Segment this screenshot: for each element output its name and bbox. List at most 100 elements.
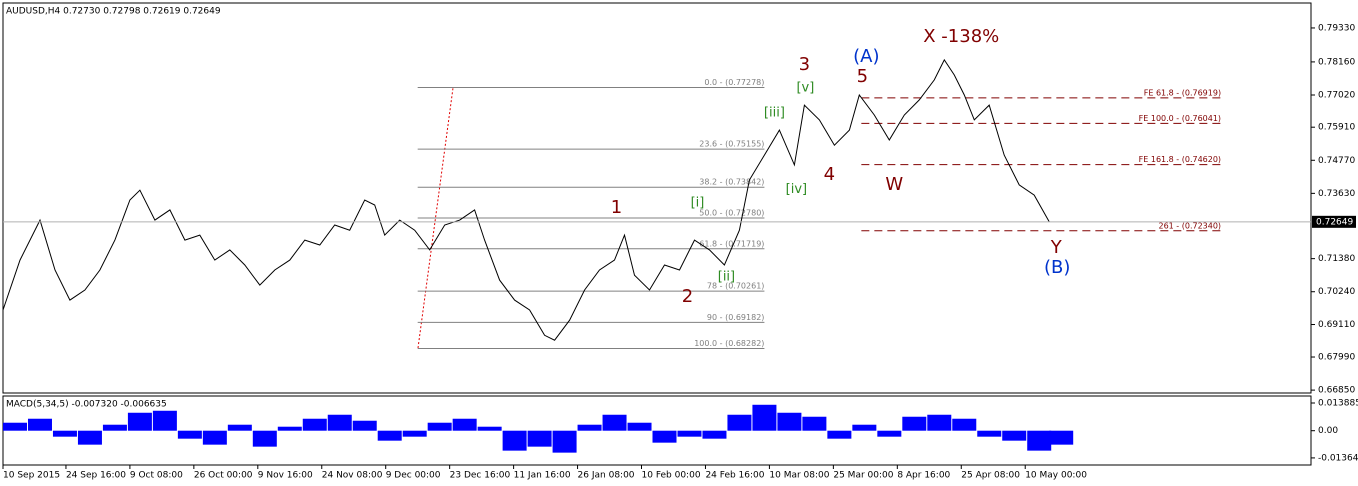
y-tick-label: 0.00 xyxy=(1318,426,1338,436)
fib-level-label: 23.6 - (0.75155) xyxy=(699,140,764,149)
macd-bar xyxy=(877,430,902,437)
x-tick-label: 8 Apr 16:00 xyxy=(897,471,950,481)
macd-bar xyxy=(52,430,77,437)
macd-bar xyxy=(677,430,702,437)
y-tick-label: 0.66850 xyxy=(1318,386,1355,396)
wave-label: (B) xyxy=(1044,257,1070,278)
macd-bar xyxy=(577,424,602,431)
wave-label: Y xyxy=(1050,237,1063,258)
wave-label: X -138% xyxy=(923,26,999,47)
macd-bar xyxy=(652,430,677,443)
macd-bar xyxy=(27,418,52,431)
x-tick-label: 24 Sep 16:00 xyxy=(66,471,126,481)
x-tick-label: 11 Jan 16:00 xyxy=(514,471,571,481)
macd-bar xyxy=(802,416,827,431)
fib-level-label: 0.0 - (0.77278) xyxy=(704,78,764,87)
macd-bar xyxy=(227,424,252,431)
fib-level-label: 90 - (0.69182) xyxy=(707,313,764,322)
macd-bar xyxy=(952,418,977,431)
macd-bar xyxy=(1049,430,1074,445)
y-tick-label: 0.70240 xyxy=(1318,287,1355,297)
price-line xyxy=(2,58,1050,341)
x-tick-label: 26 Jan 08:00 xyxy=(578,471,635,481)
main-panel xyxy=(2,2,1312,394)
macd-bar xyxy=(77,430,102,445)
macd-panel xyxy=(2,395,1312,466)
fib-level-label: 38.2 - (0.73842) xyxy=(699,178,764,187)
x-tick-label: 10 Feb 00:00 xyxy=(642,471,701,481)
wave-label: [iv] xyxy=(786,182,807,197)
macd-bar xyxy=(752,404,777,431)
x-tick-label: 24 Nov 08:00 xyxy=(322,471,383,481)
macd-bar xyxy=(427,422,452,431)
macd-bar xyxy=(977,430,1002,437)
macd-bar xyxy=(327,414,352,431)
macd-bar xyxy=(727,414,752,431)
wave-label: [v] xyxy=(796,81,814,96)
macd-title: MACD(5,34,5) -0.007320 -0.006635 xyxy=(6,400,167,410)
last-price-label: 0.72649 xyxy=(1316,217,1353,227)
x-tick-label: 24 Feb 16:00 xyxy=(705,471,764,481)
x-tick-label: 9 Oct 08:00 xyxy=(130,471,183,481)
wave-label: (A) xyxy=(853,46,879,67)
fe-level-label: 261 - (0.72340) xyxy=(1158,221,1221,230)
macd-bar xyxy=(477,426,502,431)
macd-bar xyxy=(177,430,202,439)
y-tick-label: 0.71380 xyxy=(1318,254,1355,264)
macd-bar xyxy=(902,416,927,431)
wave-label: [ii] xyxy=(718,270,735,285)
fe-level-label: FE 61.8 - (0.76919) xyxy=(1144,88,1221,97)
wave-label: W xyxy=(885,174,903,195)
macd-bar xyxy=(702,430,727,439)
x-tick-label: 26 Oct 00:00 xyxy=(194,471,253,481)
macd-bar xyxy=(3,422,27,431)
y-tick-label: 0.73630 xyxy=(1318,189,1355,199)
macd-bar xyxy=(452,418,477,431)
macd-bar xyxy=(552,430,577,453)
y-tick-label: 0.67990 xyxy=(1318,353,1355,363)
macd-bar xyxy=(527,430,552,447)
macd-bar xyxy=(1027,430,1052,451)
x-tick-label: 9 Dec 00:00 xyxy=(386,471,441,481)
macd-bar xyxy=(352,420,377,431)
y-tick-label: -0.013645 xyxy=(1318,453,1358,463)
x-tick-label: 10 May 00:00 xyxy=(1025,471,1087,481)
fib-level-label: 100.0 - (0.68282) xyxy=(694,339,764,348)
fe-level-label: FE 161.8 - (0.74620) xyxy=(1139,155,1221,164)
macd-bar xyxy=(627,422,652,431)
x-tick-label: 10 Sep 2015 xyxy=(3,471,60,481)
fib-level-label: 78 - (0.70261) xyxy=(707,282,764,291)
macd-bar xyxy=(927,414,952,431)
x-tick-label: 25 Mar 00:00 xyxy=(833,471,893,481)
x-tick-label: 23 Dec 16:00 xyxy=(450,471,511,481)
y-tick-label: 0.78160 xyxy=(1318,57,1355,67)
macd-bar xyxy=(252,430,277,447)
macd-bar xyxy=(377,430,402,441)
macd-bar xyxy=(152,410,177,431)
y-tick-label: 0.69110 xyxy=(1318,320,1355,330)
wave-label: [iii] xyxy=(764,105,785,120)
fib-level-label: 50.0 - (0.72780) xyxy=(699,209,764,218)
macd-bar xyxy=(852,424,877,431)
macd-bar xyxy=(827,430,852,439)
macd-bar xyxy=(602,414,627,431)
macd-bar xyxy=(102,424,127,431)
wave-label: 4 xyxy=(824,164,835,185)
x-tick-label: 10 Mar 08:00 xyxy=(769,471,829,481)
macd-bar xyxy=(127,412,152,431)
macd-bar xyxy=(277,426,302,431)
macd-bar xyxy=(202,430,227,445)
macd-bar xyxy=(402,430,427,437)
fe-level-label: FE 100.0 - (0.76041) xyxy=(1139,114,1221,123)
wave-label: 5 xyxy=(857,66,868,87)
fib-level-label: 61.8 - (0.71719) xyxy=(699,239,764,248)
x-tick-label: 9 Nov 16:00 xyxy=(258,471,313,481)
macd-bar xyxy=(777,412,802,431)
x-tick-label: 25 Apr 08:00 xyxy=(961,471,1020,481)
last-price-box xyxy=(1312,215,1356,228)
wave-label: 1 xyxy=(611,197,622,218)
chart-title: AUDUSD,H4 0.72730 0.72798 0.72619 0.7264… xyxy=(6,7,221,17)
macd-bar xyxy=(302,418,327,431)
